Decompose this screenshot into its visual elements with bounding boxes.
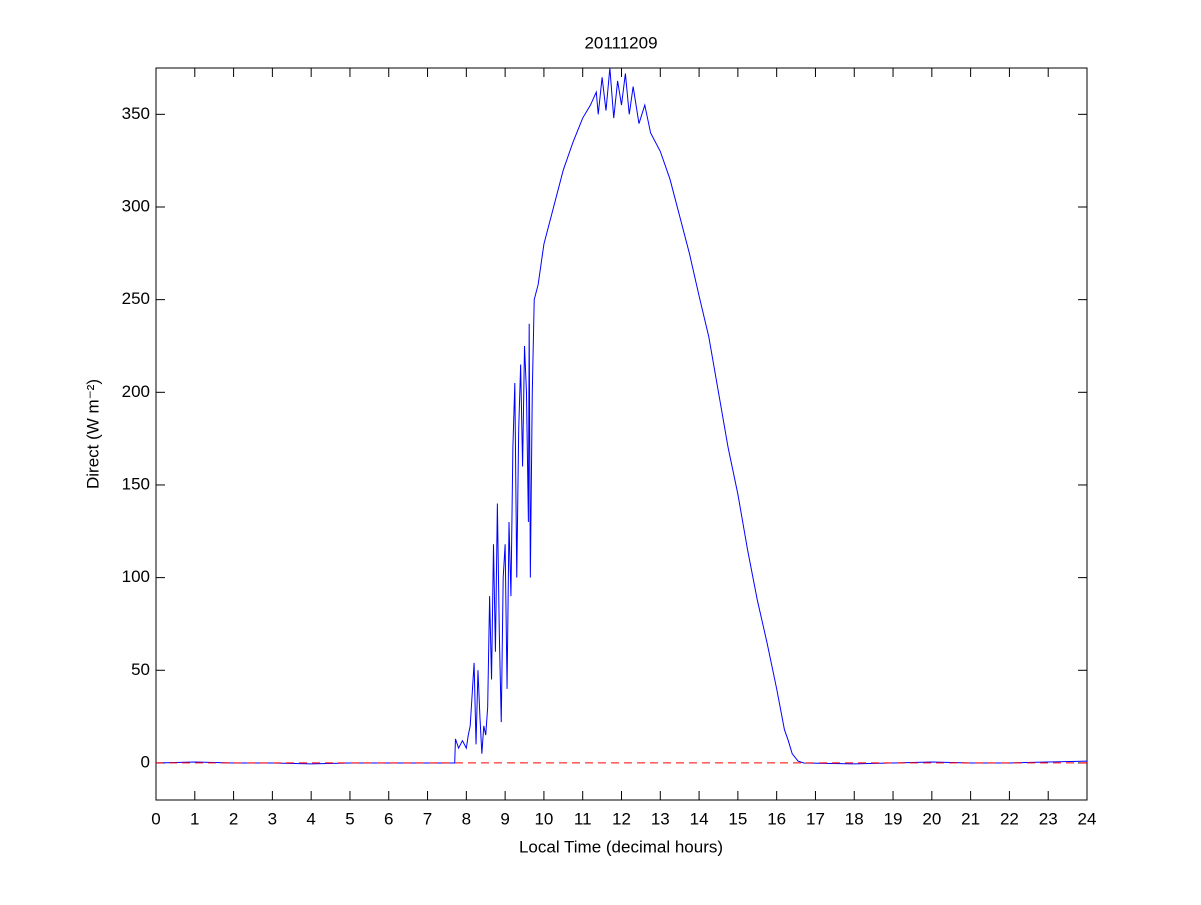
x-tick-label: 12 bbox=[612, 809, 631, 828]
x-tick-label: 23 bbox=[1039, 809, 1058, 828]
y-tick-label: 150 bbox=[122, 474, 150, 493]
y-tick-label: 0 bbox=[141, 752, 150, 771]
x-tick-label: 9 bbox=[500, 809, 509, 828]
y-tick-label: 250 bbox=[122, 289, 150, 308]
x-axis-label: Local Time (decimal hours) bbox=[519, 837, 723, 856]
x-tick-label: 16 bbox=[767, 809, 786, 828]
chart-title: 20111209 bbox=[584, 33, 657, 52]
x-tick-label: 6 bbox=[384, 809, 393, 828]
x-tick-label: 19 bbox=[884, 809, 903, 828]
x-tick-label: 4 bbox=[306, 809, 315, 828]
x-tick-label: 14 bbox=[690, 809, 709, 828]
y-tick-label: 300 bbox=[122, 196, 150, 215]
x-tick-label: 21 bbox=[961, 809, 980, 828]
data-line bbox=[155, 67, 1088, 765]
x-tick-label: 7 bbox=[423, 809, 432, 828]
y-tick-label: 200 bbox=[122, 382, 150, 401]
x-tick-label: 10 bbox=[534, 809, 553, 828]
x-tick-label: 3 bbox=[268, 809, 277, 828]
x-tick-label: 11 bbox=[574, 809, 592, 828]
y-axis-label: Direct (W m⁻²) bbox=[83, 379, 102, 489]
x-tick-label: 2 bbox=[229, 809, 238, 828]
x-tick-label: 1 bbox=[190, 809, 199, 828]
x-tick-label: 18 bbox=[845, 809, 864, 828]
y-tick-label: 100 bbox=[122, 567, 150, 586]
y-tick-label: 350 bbox=[122, 104, 150, 123]
x-tick-label: 0 bbox=[151, 809, 160, 828]
x-tick-label: 24 bbox=[1078, 809, 1097, 828]
x-tick-label: 8 bbox=[462, 809, 471, 828]
y-tick-label: 50 bbox=[131, 660, 150, 679]
x-tick-label: 15 bbox=[728, 809, 747, 828]
x-tick-label: 5 bbox=[345, 809, 354, 828]
x-tick-label: 17 bbox=[806, 809, 825, 828]
plot-frame bbox=[155, 67, 1088, 801]
x-tick-label: 20 bbox=[922, 809, 941, 828]
x-tick-label: 22 bbox=[1000, 809, 1019, 828]
x-tick-label: 13 bbox=[651, 809, 670, 828]
